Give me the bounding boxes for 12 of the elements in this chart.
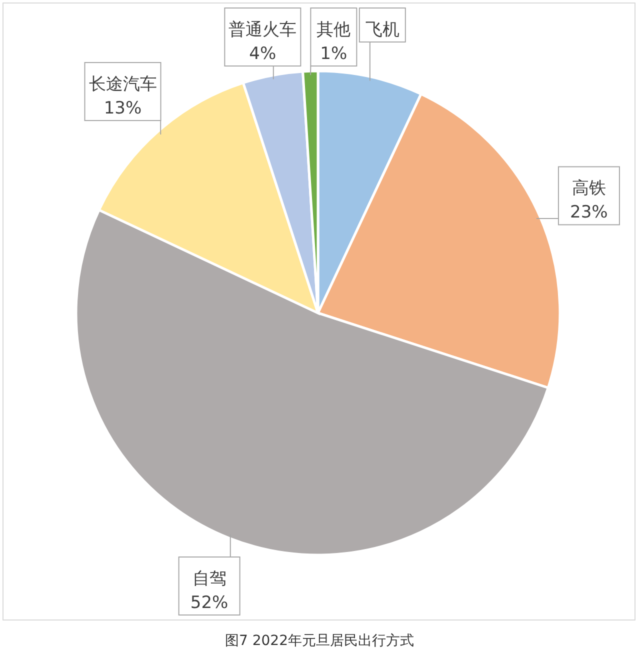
data-label: 52% bbox=[190, 593, 228, 613]
slice-label: 长途汽车 bbox=[88, 74, 157, 95]
slice-label: 自驾 bbox=[192, 569, 226, 589]
data-label: 1% bbox=[320, 44, 348, 64]
slice-label: 飞机 bbox=[365, 20, 400, 40]
data-label: 4% bbox=[249, 44, 276, 64]
data-label: 13% bbox=[104, 98, 142, 119]
slice-label: 普通火车 bbox=[228, 20, 297, 40]
slice-label: 其他 bbox=[316, 20, 351, 40]
data-label: 23% bbox=[570, 202, 608, 223]
slice-label: 高铁 bbox=[572, 178, 606, 199]
text: 图7 2022年元旦居民出行方式 bbox=[225, 633, 414, 649]
